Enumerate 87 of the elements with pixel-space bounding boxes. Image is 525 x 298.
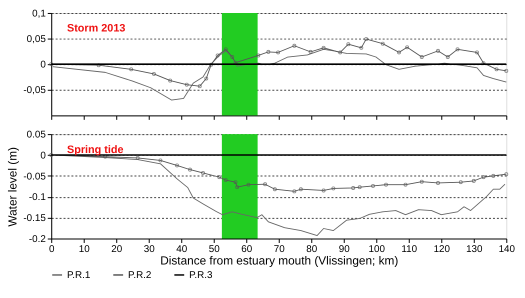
y-tick-label: 0,05 — [26, 34, 46, 46]
x-axis-title: Distance from estuary mouth (Vlissingen; km) — [160, 254, 398, 268]
point — [298, 187, 303, 192]
point — [217, 175, 222, 180]
point — [371, 184, 375, 188]
y-tick-label: -0.15 — [23, 213, 46, 224]
annotation: Storm 2013 — [66, 22, 126, 35]
point — [246, 182, 250, 187]
point — [201, 171, 205, 175]
x-tick-label: 40 — [176, 244, 188, 255]
point — [168, 78, 172, 83]
y-axis-title: Water level (m) — [5, 146, 20, 227]
point — [351, 186, 356, 190]
point — [475, 50, 479, 54]
x-tick-label: 30 — [144, 244, 156, 255]
x-tick-label: 90 — [338, 244, 350, 255]
point — [234, 180, 238, 184]
point — [272, 187, 277, 192]
legend-label: P.R.1 — [66, 270, 90, 281]
point — [292, 44, 296, 48]
point — [308, 50, 313, 54]
point — [380, 42, 385, 46]
point — [216, 54, 220, 58]
point — [184, 82, 189, 87]
point — [129, 67, 134, 72]
x-tick-label: 120 — [434, 244, 450, 255]
y-tick-label: 0,1 — [32, 8, 46, 20]
x-tick-label: 100 — [368, 244, 386, 255]
x-tick-label: 50 — [208, 244, 220, 255]
y-tick-label: -0,05 — [23, 85, 46, 96]
point — [364, 37, 368, 42]
point — [397, 50, 401, 54]
point — [436, 48, 440, 53]
y-tick-label: -0.05 — [23, 171, 46, 182]
x-tick-label: 0 — [48, 244, 55, 255]
point — [235, 185, 240, 190]
point — [338, 50, 342, 54]
point — [263, 182, 268, 186]
point — [322, 46, 326, 50]
point — [358, 185, 362, 190]
y-tick-label: -0.1 — [28, 192, 46, 204]
point — [136, 156, 140, 160]
point — [420, 55, 424, 59]
legend-label: P.R.3 — [189, 270, 213, 281]
x-tick-label: 20 — [111, 244, 123, 255]
point — [446, 55, 450, 59]
x-tick-label: 10 — [78, 244, 90, 255]
annotation: Spring tide — [66, 144, 124, 156]
point — [404, 182, 408, 187]
x-tick-label: 110 — [401, 244, 418, 255]
point — [322, 188, 326, 192]
point — [472, 178, 476, 183]
y-tick-label: 0 — [40, 150, 46, 162]
point — [359, 46, 364, 50]
point — [256, 54, 260, 58]
x-tick-label: 130 — [466, 244, 483, 255]
x-tick-label: 80 — [306, 244, 318, 255]
point — [458, 180, 463, 184]
point — [292, 189, 296, 194]
point — [230, 55, 234, 59]
y-tick-label: -0.2 — [28, 234, 46, 245]
point — [420, 180, 424, 184]
point — [152, 72, 156, 76]
point — [224, 47, 228, 52]
point — [384, 182, 388, 187]
point — [188, 168, 192, 172]
y-tick-label: 0 — [40, 60, 46, 71]
x-tick-label: 60 — [241, 244, 253, 255]
y-tick-label: 0.05 — [26, 130, 46, 141]
point — [482, 175, 486, 180]
point — [158, 158, 162, 162]
point — [494, 67, 498, 72]
point — [405, 45, 410, 50]
point — [346, 42, 350, 46]
x-tick-label: 140 — [498, 244, 516, 255]
point — [175, 163, 179, 168]
legend-label: P.R.2 — [128, 270, 152, 281]
point — [204, 76, 208, 80]
point — [266, 50, 270, 54]
point — [456, 47, 460, 52]
x-tick-label: 70 — [274, 244, 286, 255]
point — [198, 84, 202, 88]
point — [436, 181, 440, 185]
point — [331, 186, 336, 190]
point — [276, 50, 280, 54]
point — [224, 178, 228, 182]
point — [491, 174, 496, 178]
